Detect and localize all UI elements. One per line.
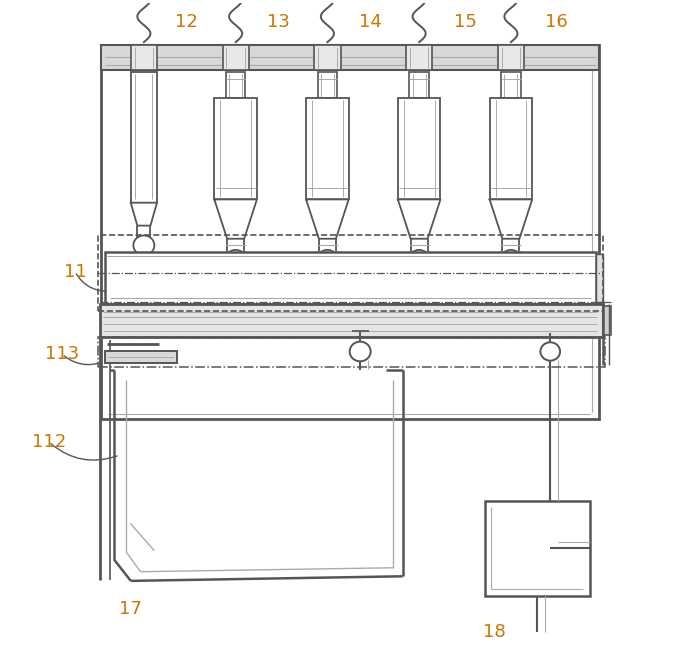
Bar: [603, 306, 611, 335]
Bar: [98, 235, 603, 311]
Text: 17: 17: [119, 600, 142, 618]
Bar: [105, 352, 177, 364]
Ellipse shape: [226, 250, 245, 267]
Bar: [485, 501, 590, 596]
Ellipse shape: [541, 342, 560, 361]
Text: 11: 11: [63, 262, 86, 280]
Bar: [223, 46, 249, 70]
Polygon shape: [215, 200, 257, 239]
Bar: [98, 337, 605, 367]
Polygon shape: [131, 203, 157, 225]
Bar: [101, 46, 599, 419]
Bar: [317, 72, 337, 98]
Ellipse shape: [317, 250, 337, 267]
Bar: [215, 98, 257, 200]
Bar: [226, 72, 245, 98]
Bar: [501, 72, 521, 98]
Polygon shape: [490, 200, 533, 239]
Bar: [406, 46, 432, 70]
Text: 15: 15: [454, 13, 477, 32]
Text: 113: 113: [45, 345, 79, 363]
Ellipse shape: [501, 250, 521, 267]
Bar: [398, 98, 441, 200]
Ellipse shape: [133, 235, 155, 255]
Polygon shape: [398, 200, 441, 239]
Ellipse shape: [349, 342, 370, 362]
Bar: [100, 304, 603, 337]
Bar: [498, 46, 524, 70]
Bar: [131, 72, 157, 203]
Text: 18: 18: [483, 623, 506, 641]
Bar: [105, 252, 596, 304]
Ellipse shape: [409, 250, 429, 267]
Bar: [315, 46, 340, 70]
Polygon shape: [306, 200, 349, 239]
Bar: [490, 98, 533, 200]
Bar: [409, 72, 429, 98]
Text: 14: 14: [359, 13, 381, 32]
Text: 112: 112: [32, 433, 66, 451]
Bar: [306, 98, 349, 200]
Text: 16: 16: [545, 13, 568, 32]
Text: 12: 12: [175, 13, 198, 32]
Bar: [596, 254, 603, 302]
Text: 13: 13: [267, 13, 289, 32]
Bar: [131, 46, 157, 70]
Bar: [101, 46, 599, 70]
